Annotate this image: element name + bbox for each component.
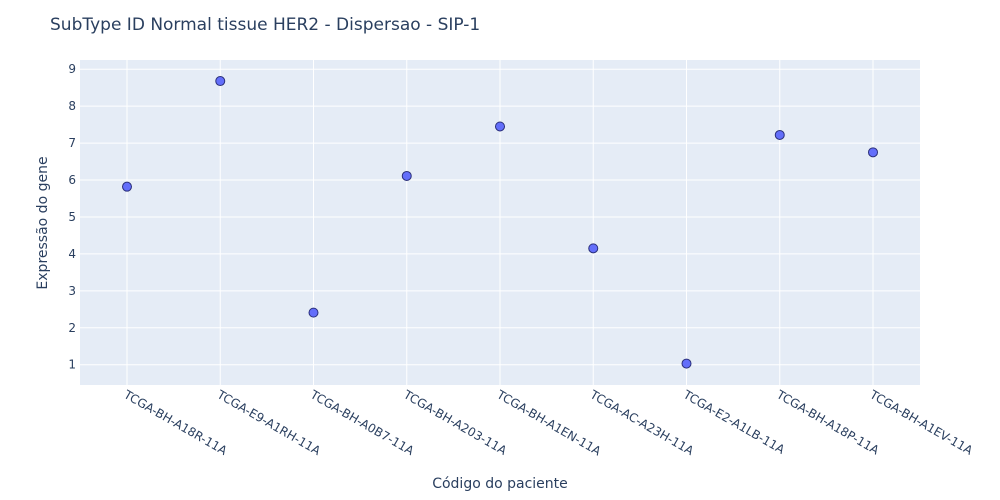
y-tick-label: 8 <box>68 99 76 113</box>
y-tick-label: 2 <box>68 321 76 335</box>
x-axis-ticks: TCGA-BH-A18R-11ATCGA-E9-A1RH-11ATCGA-BH-… <box>121 387 976 459</box>
data-point <box>122 181 132 192</box>
y-axis-ticks: 1 2 3 4 5 6 7 8 9 <box>68 62 76 371</box>
data-point <box>588 243 599 254</box>
data-point <box>401 170 412 181</box>
x-tick-label: TCGA-BH-A203-11A <box>400 387 509 458</box>
y-tick-label: 3 <box>68 284 76 298</box>
x-tick-label: TCGA-BH-A1EN-11A <box>494 387 604 459</box>
y-tick-label: 4 <box>68 247 76 261</box>
chart-title: SubType ID Normal tissue HER2 - Dispersa… <box>50 15 480 35</box>
y-tick-label: 6 <box>68 173 76 187</box>
y-tick-label: 5 <box>68 210 76 224</box>
y-tick-label: 7 <box>68 136 76 150</box>
data-point <box>681 358 692 369</box>
x-tick-label: TCGA-BH-A0B7-11A <box>307 387 417 459</box>
x-tick-label: TCGA-AC-A23H-11A <box>587 387 697 459</box>
x-tick-label: TCGA-BH-A18R-11A <box>121 387 231 458</box>
y-tick-label: 1 <box>68 358 76 372</box>
y-axis-title: Expressão do gene <box>35 156 51 289</box>
grid-lines <box>80 60 920 385</box>
x-axis-title: Código do paciente <box>432 476 568 492</box>
x-tick-label: TCGA-BH-A18P-11A <box>773 387 882 458</box>
data-point <box>308 307 319 318</box>
x-tick-label: TCGA-E9-A1RH-11A <box>214 387 324 458</box>
data-point <box>868 147 878 158</box>
data-point <box>215 76 226 87</box>
data-points <box>122 76 878 369</box>
data-point <box>774 129 785 140</box>
x-tick-label: TCGA-E2-A1LB-11A <box>680 387 788 457</box>
data-point <box>495 121 505 132</box>
x-tick-label: TCGA-BH-A1EV-11A <box>867 387 976 458</box>
y-tick-label: 9 <box>68 62 76 76</box>
